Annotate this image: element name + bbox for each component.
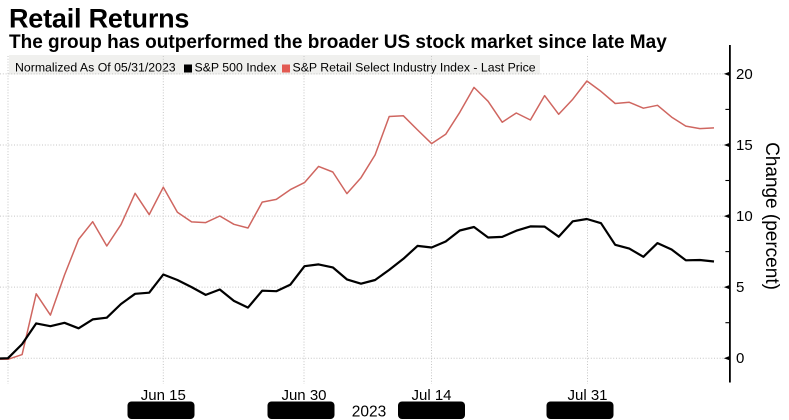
svg-text:5: 5: [736, 279, 744, 296]
svg-text:2023: 2023: [352, 404, 386, 420]
svg-text:The group has outperformed the: The group has outperformed the broader U…: [9, 32, 667, 53]
svg-text:Jun 15: Jun 15: [141, 387, 186, 404]
svg-text:20: 20: [736, 66, 753, 83]
svg-text:Jun 30: Jun 30: [281, 387, 326, 404]
svg-text:10: 10: [736, 208, 753, 225]
svg-text:15: 15: [736, 137, 753, 154]
svg-text:Jul 14: Jul 14: [411, 387, 451, 404]
svg-text:Normalized As Of 05/31/2023: Normalized As Of 05/31/2023: [15, 61, 176, 75]
svg-text:Jul 31: Jul 31: [567, 387, 607, 404]
svg-text:S&P 500 Index: S&P 500 Index: [195, 61, 278, 75]
svg-text:Retail Returns: Retail Returns: [9, 4, 189, 34]
svg-text:Change (percent): Change (percent): [761, 142, 782, 290]
svg-text:0: 0: [736, 350, 744, 367]
svg-text:S&P Retail Select Industry Ind: S&P Retail Select Industry Index - Last …: [293, 61, 536, 75]
